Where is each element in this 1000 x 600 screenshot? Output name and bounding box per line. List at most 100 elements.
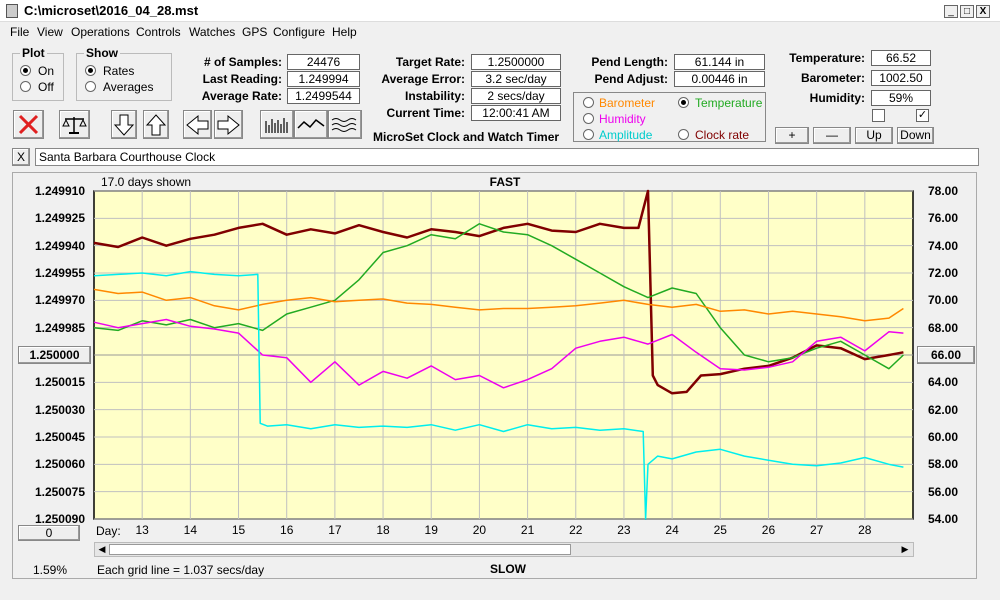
menu-file[interactable]: File <box>10 25 30 39</box>
y-right-tick-label: 68.00 <box>927 320 958 335</box>
plot-on-label: On <box>38 64 55 78</box>
series-line-humidity <box>93 318 904 389</box>
line-graph-button[interactable] <box>294 110 328 139</box>
clock-rate-radio[interactable] <box>678 129 689 140</box>
x-tick-label: 23 <box>617 523 631 537</box>
show-rates-radio[interactable] <box>85 65 96 76</box>
arrow-right-button[interactable] <box>214 110 243 139</box>
humidity-option: Humidity <box>599 112 646 126</box>
menu-controls[interactable]: Controls <box>136 25 181 39</box>
pend-length-value: 61.144 in <box>674 54 765 70</box>
menu-configure[interactable]: Configure <box>273 25 326 39</box>
y-right-tick-label: 76.00 <box>927 211 958 226</box>
temperature-label: Temperature: <box>789 51 865 65</box>
horizontal-scrollbar[interactable]: ◀ ▶ <box>94 542 914 557</box>
x-tick-label: 13 <box>135 523 149 537</box>
x-tick-label: 19 <box>424 523 438 537</box>
y-left-tick-label: 1.249955 <box>34 266 85 280</box>
plot-off-label: Off <box>38 80 54 94</box>
restore-button[interactable]: □ <box>960 5 974 18</box>
target-rate-label: Target Rate: <box>395 55 465 69</box>
y-left-tick-label: 1.250090 <box>34 512 85 526</box>
y-right-tick-label: 70.00 <box>927 293 958 308</box>
arrow-left-button[interactable] <box>183 110 212 139</box>
show-group <box>76 53 172 101</box>
y-left-tick-label: 1.250075 <box>34 484 85 499</box>
close-button[interactable]: X <box>976 5 990 18</box>
stop-button[interactable] <box>13 110 44 139</box>
scroll-left-icon[interactable]: ◀ <box>98 544 106 554</box>
minimize-button[interactable]: _ <box>944 5 958 18</box>
arrow-down-button[interactable] <box>111 110 137 139</box>
temperature-option: Temperature <box>695 96 763 110</box>
stop-x-icon <box>18 114 39 135</box>
chart-title: FAST <box>489 175 521 189</box>
average-error-value: 3.2 sec/day <box>471 71 561 87</box>
series-layer <box>93 189 904 520</box>
scroll-thumb[interactable] <box>109 544 571 555</box>
center-rate-button[interactable]: 1.250000 <box>18 346 91 364</box>
menu-bar: File View Operations Controls Watches GP… <box>0 23 1000 41</box>
plus-button[interactable]: + <box>775 127 809 144</box>
title-bar: C:\microset\2016_04_28.mst _ □ X <box>0 0 1000 22</box>
x-tick-label: 18 <box>376 523 390 537</box>
chart-panel <box>12 172 977 579</box>
humidity-value: 59% <box>871 90 931 106</box>
y-left-tick-label: 1.249910 <box>34 184 85 198</box>
line-graph-icon <box>297 118 325 129</box>
temperature-radio[interactable] <box>678 97 689 108</box>
amplitude-option: Amplitude <box>599 128 653 142</box>
wave-graph-icon <box>331 118 357 132</box>
menu-view[interactable]: View <box>37 25 63 39</box>
y-right-tick-label: 74.00 <box>927 238 958 253</box>
x-tick-label: 16 <box>280 523 294 537</box>
plot-off-radio[interactable] <box>20 81 31 92</box>
humidity-label: Humidity: <box>809 91 865 105</box>
menu-gps[interactable]: GPS <box>242 25 268 39</box>
pend-length-label: Pend Length: <box>591 55 668 69</box>
menu-help[interactable]: Help <box>332 25 357 39</box>
arrow-up-icon <box>145 114 167 136</box>
x-tick-label: 25 <box>713 523 727 537</box>
x-tick-label: 26 <box>761 523 776 537</box>
arrow-up-button[interactable] <box>143 110 169 139</box>
clear-watch-button[interactable]: X <box>12 148 30 166</box>
wave-graph-button[interactable] <box>328 110 362 139</box>
app-name: MicroSet Clock and Watch Timer <box>373 130 560 144</box>
temperature-value: 66.52 <box>871 50 931 66</box>
x-zero-button[interactable]: 0 <box>18 525 80 541</box>
percent-label: 1.59% <box>33 563 68 577</box>
menu-watches[interactable]: Watches <box>189 25 236 39</box>
x-tick-label: 14 <box>183 523 198 537</box>
balance-button[interactable] <box>59 110 90 139</box>
down-button[interactable]: Down <box>897 127 934 144</box>
instability-label: Instability: <box>404 89 465 103</box>
y-right-tick-label: 56.00 <box>927 484 958 499</box>
show-averages-radio[interactable] <box>85 81 96 92</box>
right-checkbox[interactable]: ✓ <box>916 109 929 122</box>
left-checkbox[interactable] <box>872 109 885 122</box>
y-right-tick-label: 64.00 <box>927 375 958 390</box>
y-left-tick-label: 1.249985 <box>34 320 85 335</box>
bar-graph-button[interactable] <box>260 110 294 139</box>
scroll-right-icon[interactable]: ▶ <box>901 544 909 554</box>
y-right-tick-label: 78.00 <box>927 184 958 198</box>
menu-operations[interactable]: Operations <box>71 25 130 39</box>
chart-bottom-label: SLOW <box>490 562 526 576</box>
balance-scale-icon <box>62 117 87 134</box>
minus-button[interactable]: — <box>813 127 851 144</box>
x-tick-label: 21 <box>520 523 535 537</box>
center-temp-button[interactable]: 66.00 <box>917 346 975 364</box>
window-title: C:\microset\2016_04_28.mst <box>24 3 199 18</box>
instability-value: 2 secs/day <box>471 88 561 104</box>
humidity-radio[interactable] <box>583 113 594 124</box>
grid-lines <box>94 190 913 520</box>
amplitude-radio[interactable] <box>583 129 594 140</box>
pend-adjust-label: Pend Adjust: <box>594 72 668 86</box>
watch-name-input[interactable]: Santa Barbara Courthouse Clock <box>35 148 979 166</box>
up-button[interactable]: Up <box>855 127 893 144</box>
plot-on-radio[interactable] <box>20 65 31 76</box>
bar-graph-icon <box>265 118 288 133</box>
barometer-radio[interactable] <box>583 97 594 108</box>
